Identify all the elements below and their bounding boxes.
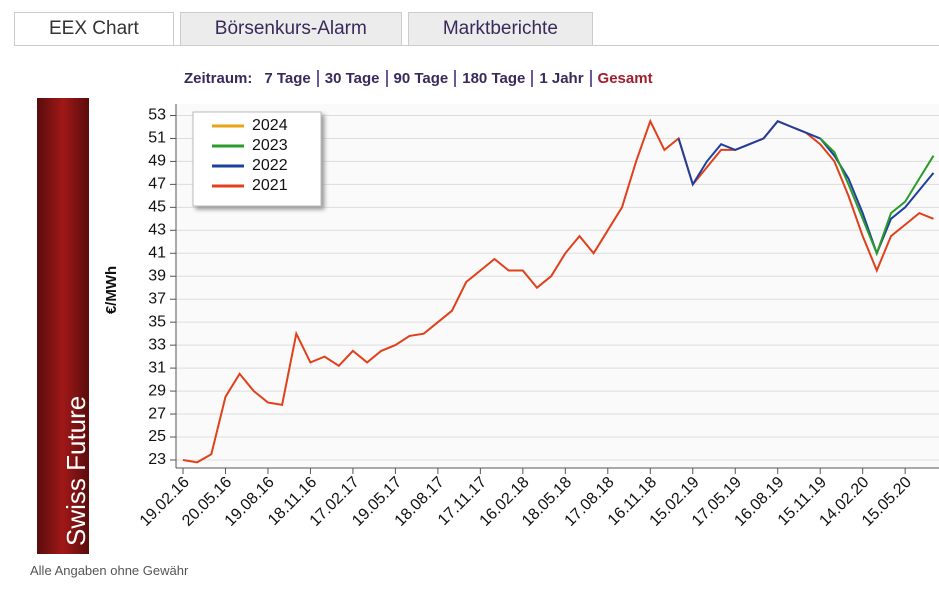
y-tick-label: 45 [148,199,166,216]
range-option[interactable]: 1 Jahr [531,70,589,87]
y-tick-label: 39 [148,267,166,284]
y-tick-label: 51 [148,130,166,147]
tabs: EEX Chart Börsenkurs-Alarm Marktberichte [14,12,599,45]
chart: €/MWh 2325272931333537394143454749515319… [103,104,939,530]
legend-label: 2021 [252,177,288,194]
footer: Alle Angaben ohne Gewähr [30,563,189,578]
tab[interactable]: Marktberichte [407,12,593,45]
y-tick-label: 49 [148,153,166,170]
legend-label: 2022 [252,157,288,174]
y-tick-label: 35 [148,313,166,330]
y-tick-label: 47 [148,176,166,193]
y-tick-label: 29 [148,382,166,399]
range-option[interactable]: 90 Tage [385,70,455,87]
tab-divider [14,45,939,46]
range-label: Zeitraum: [184,70,253,87]
y-axis-label: €/MWh [103,266,120,314]
side-banner: Swiss Future [37,98,91,554]
y-tick-label: 25 [148,428,166,445]
y-tick-label: 33 [148,336,166,353]
series-line [819,137,935,257]
range-option[interactable]: Gesamt [589,70,659,87]
range-option[interactable]: 180 Tage [454,70,531,87]
y-tick-label: 27 [148,405,166,422]
series-line [677,119,935,257]
range-option[interactable]: 7 Tage [264,70,311,87]
y-tick-label: 41 [148,244,166,261]
y-tick-label: 31 [148,359,166,376]
range-selector: Zeitraum: 7 Tage 30 Tage 90 Tage 180 Tag… [178,70,659,87]
y-tick-label: 53 [148,107,166,124]
y-tick-label: 43 [148,222,166,239]
legend: 2024 2023 2022 2021 [192,111,322,207]
legend-label: 2023 [252,137,288,154]
legend-label: 2024 [252,117,288,134]
tab[interactable]: EEX Chart [14,12,174,45]
tab[interactable]: Börsenkurs-Alarm [179,12,402,45]
legend-box [192,111,322,207]
range-option[interactable]: 30 Tage [316,70,386,87]
y-tick-label: 23 [148,451,166,468]
y-tick-label: 37 [148,290,166,307]
